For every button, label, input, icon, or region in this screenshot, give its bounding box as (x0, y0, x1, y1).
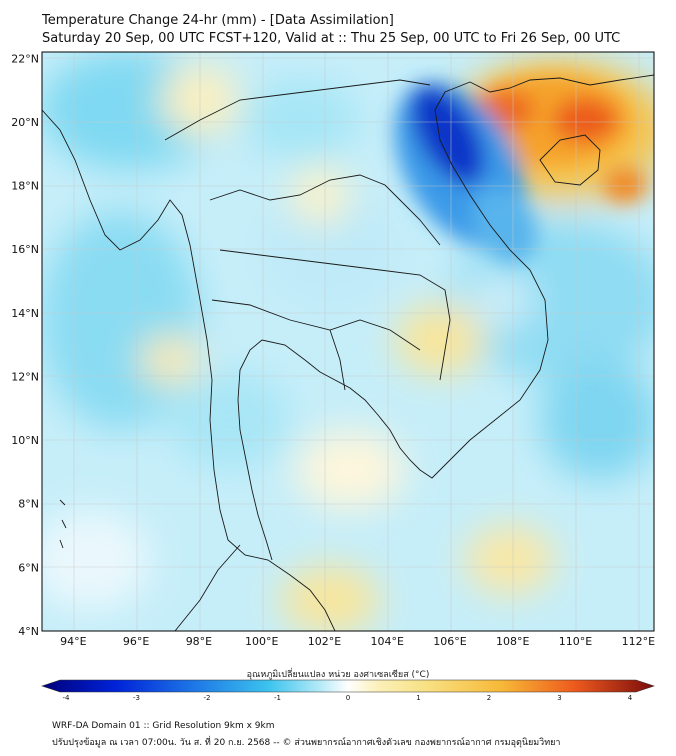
longitude-axis: 94°E 96°E 98°E 100°E 102°E 104°E 106°E 108°E 110… (60, 635, 655, 648)
lon-tick-label: 96°E (123, 635, 149, 648)
lon-tick-label: 108°E (496, 635, 529, 648)
colorbar-tick-label: 3 (557, 694, 561, 702)
colorbar-tick-label: -2 (204, 694, 211, 702)
map-frame (41, 51, 655, 632)
temperature-field (42, 52, 654, 631)
lon-tick-label: 112°E (622, 635, 655, 648)
lat-tick-label: 6°N (18, 561, 39, 574)
colorbar: -4 -3 -2 -1 0 1 2 3 4 (41, 679, 655, 702)
lat-tick-label: 10°N (11, 434, 39, 447)
colorbar-label: อุณหภูมิเปลี่ยนแปลง หน่วย องศาเซลเซียส (… (246, 670, 430, 680)
lat-tick-label: 14°N (11, 307, 39, 320)
colorbar-tick-label: -4 (63, 694, 71, 702)
footer-model-info: WRF-DA Domain 01 :: Grid Resolution 9km … (52, 721, 275, 731)
lat-tick-label: 20°N (11, 116, 39, 129)
latitude-axis: 22°N 20°N 18°N 16°N 14°N 12°N 10°N 8°N 6°N 4°N (11, 52, 39, 638)
colorbar-tick-label: 2 (487, 694, 491, 702)
colorbar-tick-label: 0 (346, 694, 350, 702)
colorbar-tick-label: -1 (274, 694, 281, 702)
colorbar-tick-label: 4 (628, 694, 633, 702)
lon-tick-label: 104°E (371, 635, 404, 648)
lat-tick-label: 4°N (18, 625, 39, 638)
lat-tick-label: 18°N (11, 180, 39, 193)
lat-tick-label: 22°N (11, 52, 39, 65)
lon-tick-label: 102°E (308, 635, 341, 648)
lon-tick-label: 98°E (186, 635, 212, 648)
lat-lon-grid (42, 52, 654, 631)
lon-tick-label: 94°E (60, 635, 86, 648)
lon-tick-label: 106°E (433, 635, 466, 648)
colorbar-tick-label: -3 (133, 694, 140, 702)
lat-tick-label: 8°N (18, 498, 39, 511)
footer-credit: ปรับปรุงข้อมูล ณ เวลา 07:00น. วัน ส. ที่… (52, 738, 561, 748)
map-title: Temperature Change 24-hr (mm) - [Data As… (42, 13, 394, 28)
lon-tick-label: 110°E (559, 635, 592, 648)
colorbar-ticks: -4 -3 -2 -1 0 1 2 3 4 (63, 694, 633, 702)
colorbar-tick-label: 1 (416, 694, 420, 702)
lon-tick-label: 100°E (245, 635, 278, 648)
lat-tick-label: 16°N (11, 243, 39, 256)
map-subtitle: Saturday 20 Sep, 00 UTC FCST+120, Valid … (42, 31, 621, 46)
coastlines-and-borders (42, 74, 654, 631)
lat-tick-label: 12°N (11, 370, 39, 383)
